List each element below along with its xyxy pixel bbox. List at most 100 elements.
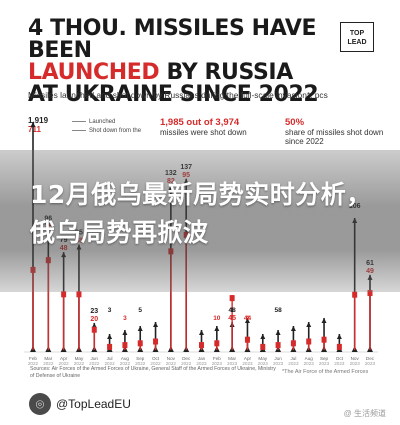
missile-nose	[260, 334, 266, 339]
legend-shot-down: Shot down from the	[89, 128, 142, 134]
missile-nose	[30, 122, 36, 127]
tick-year-label: 2023	[227, 361, 238, 366]
tick-year-label: 2022	[120, 361, 131, 366]
tick-year-label: 2023	[242, 361, 253, 366]
tick-year-label: 2023	[319, 361, 330, 366]
tick-label: May	[75, 356, 84, 361]
page-title: 4 THOU. MISSILES HAVE BEEN LAUNCHED BY R…	[28, 18, 338, 106]
tick-label: Mar	[228, 356, 236, 361]
tick-label: Feb	[213, 356, 221, 361]
tick-label: Apr	[60, 356, 68, 361]
tick-year-label: 2023	[350, 361, 361, 366]
tick-label: Jun	[274, 356, 282, 361]
tick-label: Sep	[320, 356, 329, 361]
tick-label: Aug	[305, 356, 314, 361]
toplead-logo: TOP LEAD	[340, 22, 374, 52]
tick-label: May	[258, 356, 267, 361]
legend-launched: Launched	[89, 119, 116, 125]
account-bar[interactable]: ⌾ @TopLeadEU @ 生活频道	[0, 384, 400, 425]
small-value-label: 5	[138, 307, 142, 314]
tick-year-label: 2022	[181, 361, 192, 366]
tick-label: Jun	[91, 356, 99, 361]
title-launched: LAUNCHED	[28, 60, 160, 85]
tick-year-label: 2022	[28, 361, 39, 366]
missile-nose	[336, 334, 342, 339]
tick-label: Mar	[44, 356, 52, 361]
tick-label: Aug	[121, 356, 130, 361]
overlay-headline: 12月俄乌最新局势实时分析，俄乌局势再掀波	[30, 180, 372, 247]
launched-first-label: 1,919	[28, 116, 49, 125]
tick-year-label: 2023	[334, 361, 345, 366]
tick-label: Jan	[198, 356, 206, 361]
account-logo-icon: ⌾	[29, 393, 51, 415]
missile-nose	[214, 326, 220, 331]
legend: Launched Shot down from the	[72, 118, 141, 136]
small-value-label: 44	[244, 315, 252, 322]
tick-year-label: 2022	[74, 361, 85, 366]
sources-note: Sources: Air Forces of the Armed Forces …	[30, 366, 276, 379]
small-value-label: 4	[246, 315, 250, 322]
tick-year-label: 2022	[104, 361, 115, 366]
small-value-label: 10	[213, 315, 221, 322]
small-value-label: 58	[274, 307, 282, 314]
tick-year-label: 2023	[288, 361, 299, 366]
tick-label: Dec	[366, 356, 375, 361]
tick-label: Oct	[152, 356, 160, 361]
missile-nose	[107, 334, 113, 339]
tick-year-label: 2022	[43, 361, 54, 366]
tick-year-label: 2023	[258, 361, 269, 366]
tick-year-label: 2022	[150, 361, 161, 366]
stat-shot-down: 1,985 out of 3,974 missiles were shot do…	[160, 118, 260, 137]
title-by-russia: BY RUSSIA	[159, 60, 294, 85]
missile-nose	[91, 322, 97, 328]
tick-year-label: 2022	[135, 361, 146, 366]
tick-label: Oct	[336, 356, 344, 361]
missile-nose	[306, 322, 312, 327]
headline-overlay	[0, 150, 400, 292]
shotdown-value-label: 20	[90, 316, 98, 323]
shotdown-first-label: 711	[28, 125, 41, 134]
tick-year-label: 2022	[59, 361, 70, 366]
small-value-label: 3	[123, 315, 127, 322]
small-value-label: 3	[108, 307, 112, 314]
missile-nose	[321, 318, 327, 323]
tick-year-label: 2022	[166, 361, 177, 366]
tick-year-label: 2023	[365, 361, 376, 366]
tick-label: Sep	[136, 356, 145, 361]
stat-share: 50% share of missiles shot down since 20…	[285, 118, 385, 147]
tick-year-label: 2023	[304, 361, 315, 366]
stat-share-text: share of missiles shot down since 2022	[285, 127, 384, 147]
small-value-label: 1	[230, 307, 234, 314]
tick-label: Jul	[290, 356, 296, 361]
missile-nose	[199, 330, 204, 335]
shotdown-value-label: 45	[228, 315, 236, 322]
footnote: *The Air Force of the Armed Forces	[282, 369, 369, 375]
small-value-label: 48	[229, 307, 237, 314]
stat-shot-down-text: missiles were shot down	[160, 127, 247, 137]
tick-label: Nov	[167, 356, 176, 361]
tick-label: Dec	[182, 356, 191, 361]
tick-label: Apr	[244, 356, 252, 361]
tick-year-label: 2023	[196, 361, 207, 366]
title-line-3: AT UKRAINE SINCE 2022	[28, 82, 319, 107]
title-line-1: 4 THOU. MISSILES HAVE BEEN	[28, 16, 317, 63]
account-handle[interactable]: @TopLeadEU	[56, 397, 131, 411]
stat-share-number: 50%	[285, 117, 305, 128]
missile-nose	[275, 330, 281, 335]
stat-shot-down-number: 1,985 out of 3,974	[160, 117, 240, 128]
tick-year-label: 2022	[89, 361, 100, 366]
tick-year-label: 2023	[212, 361, 223, 366]
launched-value-label: 23	[90, 308, 98, 315]
subtitle: Missiles launched and shot down by Russi…	[28, 90, 328, 100]
missile-nose	[290, 326, 296, 331]
missile-nose	[122, 330, 128, 335]
watermark: @ 生活频道	[343, 409, 386, 418]
missile-nose	[244, 318, 250, 323]
tick-label: Nov	[351, 356, 360, 361]
first-month-labels: 1,919 711	[28, 116, 48, 134]
missile-nose	[153, 322, 159, 327]
missile-nose	[137, 326, 143, 331]
tick-year-label: 2023	[273, 361, 284, 366]
tick-label: Jul	[107, 356, 113, 361]
tick-label: Feb	[29, 356, 37, 361]
